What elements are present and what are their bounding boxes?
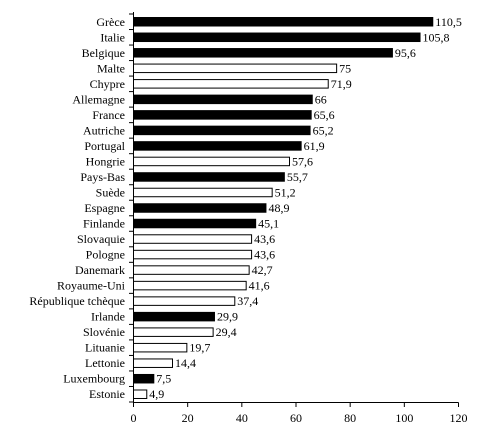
bar (133, 48, 393, 58)
category-label: Lettonie (85, 356, 125, 370)
bar (133, 17, 434, 27)
category-label: Finlande (83, 217, 125, 231)
category-label: Portugal (84, 139, 125, 153)
category-label: Chypre (90, 77, 125, 91)
bar (133, 203, 267, 213)
bar (133, 172, 285, 182)
category-label: Italie (100, 30, 125, 44)
value-label: 43,6 (254, 232, 275, 246)
value-label: 75 (339, 61, 351, 75)
value-label: 29,4 (216, 325, 237, 339)
value-label: 65,6 (314, 108, 335, 122)
bar (133, 187, 273, 198)
bar (133, 358, 173, 368)
bar (133, 389, 148, 399)
value-label: 37,4 (237, 294, 258, 308)
bar (133, 125, 311, 136)
category-label: Autriche (83, 123, 125, 137)
value-label: 41,6 (249, 279, 270, 293)
bar (133, 280, 247, 291)
category-label: République tchèque (29, 294, 125, 308)
value-label: 51,2 (275, 185, 296, 199)
value-label: 66 (315, 92, 327, 106)
value-label: 45,1 (258, 217, 279, 231)
x-tick-label: 0 (131, 411, 137, 425)
category-label: Luxembourg (63, 372, 125, 386)
x-tick-label: 120 (450, 411, 468, 425)
value-label: 65,2 (313, 123, 334, 137)
value-label: 71,9 (331, 77, 352, 91)
bar (133, 156, 290, 167)
category-label: Belgique (82, 46, 125, 60)
value-label: 29,9 (217, 310, 238, 324)
value-label: 110,5 (435, 15, 462, 29)
category-label: Royaume-Uni (57, 279, 126, 293)
value-label: 48,9 (268, 201, 289, 215)
bar (133, 296, 236, 306)
bar (133, 311, 215, 322)
category-label: Hongrie (86, 154, 125, 168)
bar (133, 265, 250, 275)
category-label: Espagne (84, 201, 125, 215)
value-label: 4,9 (149, 387, 164, 401)
x-tick-label: 40 (236, 411, 248, 425)
x-tick-label: 20 (182, 411, 194, 425)
bar (133, 63, 338, 74)
category-label: Allemagne (72, 92, 125, 106)
value-label: 57,6 (292, 154, 313, 168)
value-label: 61,9 (304, 139, 325, 153)
bar (133, 79, 329, 89)
bar (133, 234, 253, 244)
category-label: France (92, 108, 125, 122)
value-label: 43,6 (254, 248, 275, 262)
x-tick-label: 80 (344, 411, 356, 425)
category-label: Grèce (96, 15, 125, 29)
value-label: 105,8 (423, 30, 450, 44)
category-label: Pologne (86, 248, 125, 262)
category-label: Irlande (91, 310, 125, 324)
bar (133, 327, 214, 337)
category-label: Malte (97, 61, 125, 75)
bar (133, 373, 155, 384)
bar (133, 218, 257, 229)
value-label: 95,6 (395, 46, 416, 60)
category-label: Estonie (89, 387, 125, 401)
category-label: Slovénie (83, 325, 125, 339)
bar (133, 141, 302, 151)
bar (133, 110, 312, 120)
category-label: Danemark (75, 263, 125, 277)
value-label: 7,5 (156, 372, 171, 386)
bar (133, 342, 188, 353)
category-label: Suède (96, 185, 125, 199)
bar (133, 32, 421, 43)
category-label: Pays-Bas (80, 170, 125, 184)
value-label: 14,4 (175, 356, 196, 370)
bar (133, 249, 253, 260)
category-label: Slovaquie (77, 232, 125, 246)
value-label: 42,7 (252, 263, 273, 277)
bar (133, 94, 313, 105)
x-tick-label: 60 (290, 411, 302, 425)
x-tick-label: 100 (395, 411, 413, 425)
value-label: 19,7 (189, 341, 210, 355)
value-label: 55,7 (287, 170, 308, 184)
category-label: Lituanie (85, 341, 125, 355)
